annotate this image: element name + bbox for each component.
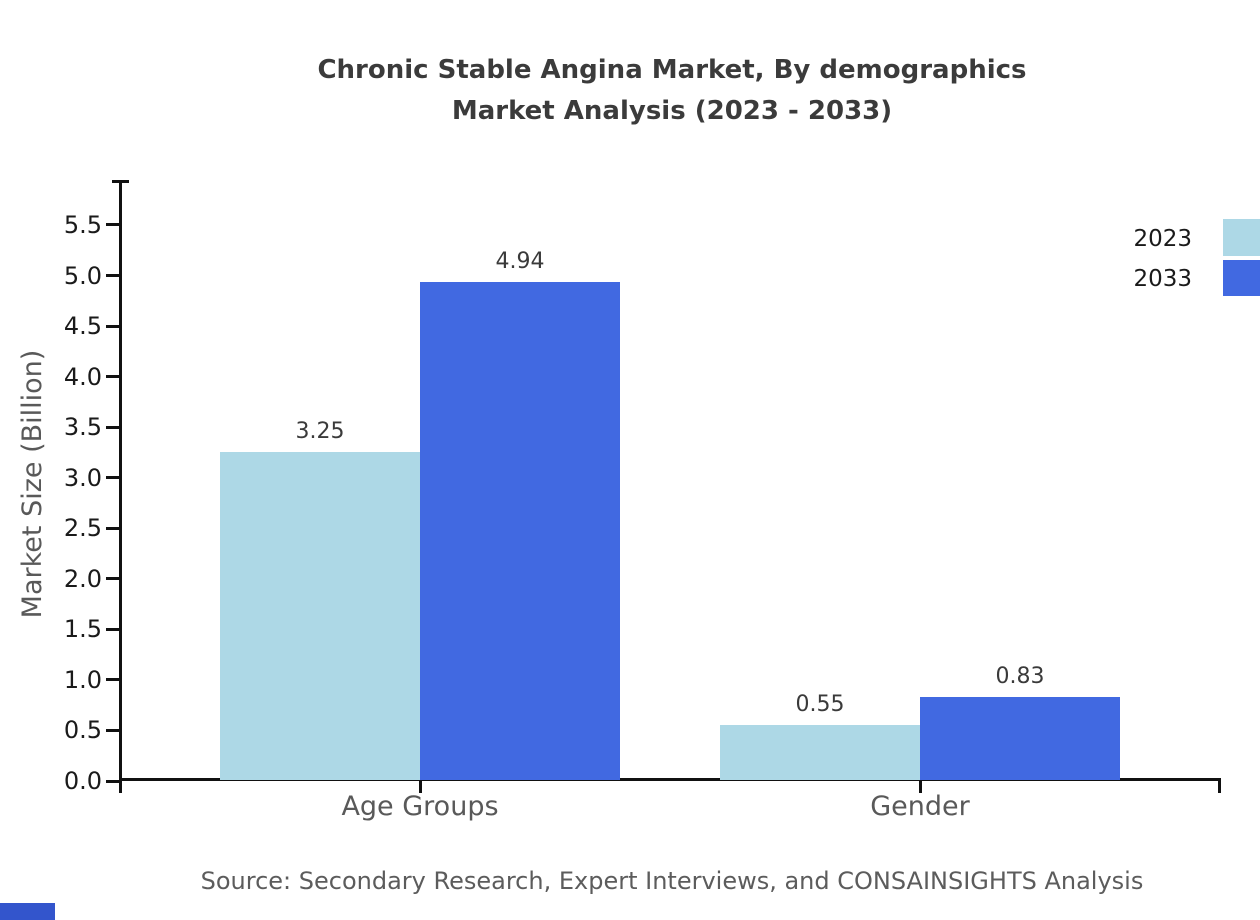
chart-title-line1: Chronic Stable Angina Market, By demogra… xyxy=(317,55,1027,85)
x-axis-tick xyxy=(418,780,422,793)
bar-2023-gender xyxy=(720,725,920,780)
y-axis-tick xyxy=(106,476,119,480)
x-axis-end-cap xyxy=(1218,778,1221,793)
y-axis-tick xyxy=(106,425,119,429)
y-axis-tick-label: 4.0 xyxy=(63,362,102,391)
y-axis-tick-label: 5.5 xyxy=(63,210,102,239)
y-axis-tick-label: 2.5 xyxy=(63,514,102,543)
brand-corner-mark xyxy=(0,903,55,920)
y-axis-tick xyxy=(106,324,119,328)
y-axis-tick xyxy=(106,223,119,227)
y-axis-tick-label: 0.5 xyxy=(63,716,102,745)
y-axis-tick xyxy=(106,577,119,581)
bar-2033-age-groups xyxy=(420,281,620,780)
y-axis-tick-label: 2.0 xyxy=(63,564,102,593)
y-axis-tick-label: 5.0 xyxy=(63,261,102,290)
x-category-label: Gender xyxy=(870,791,970,822)
bar-2033-gender xyxy=(920,697,1120,780)
y-axis-tick-label: 3.5 xyxy=(63,413,102,442)
y-axis-line xyxy=(119,180,122,793)
x-axis-line xyxy=(119,778,1221,781)
bar-value-label: 3.25 xyxy=(295,419,345,445)
y-axis-tick-label: 4.5 xyxy=(63,312,102,341)
chart-title: Chronic Stable Angina Market, By demogra… xyxy=(122,50,1222,132)
x-category-label: Age Groups xyxy=(341,791,499,822)
y-axis-tick-label: 1.5 xyxy=(63,615,102,644)
chart-title-line2: Market Analysis (2023 - 2033) xyxy=(451,96,893,126)
y-axis-tick-label: 3.0 xyxy=(63,463,102,492)
y-axis-tick xyxy=(106,678,119,682)
y-axis-tick xyxy=(106,779,119,783)
y-axis-tick xyxy=(106,728,119,732)
y-axis-tick xyxy=(106,375,119,379)
y-axis-tick xyxy=(106,627,119,631)
x-axis-tick xyxy=(918,780,922,793)
bar-value-label: 0.55 xyxy=(795,692,845,718)
source-caption: Source: Secondary Research, Expert Inter… xyxy=(200,867,1144,895)
y-axis-top-cap xyxy=(112,180,129,183)
bar-value-label: 0.83 xyxy=(995,664,1045,690)
bar-value-label: 4.94 xyxy=(495,248,545,274)
y-axis-tick-label: 1.0 xyxy=(63,665,102,694)
y-axis-tick-label: 0.0 xyxy=(63,767,102,795)
y-axis-tick xyxy=(106,526,119,530)
bar-2023-age-groups xyxy=(220,452,420,780)
y-axis-tick xyxy=(106,274,119,277)
